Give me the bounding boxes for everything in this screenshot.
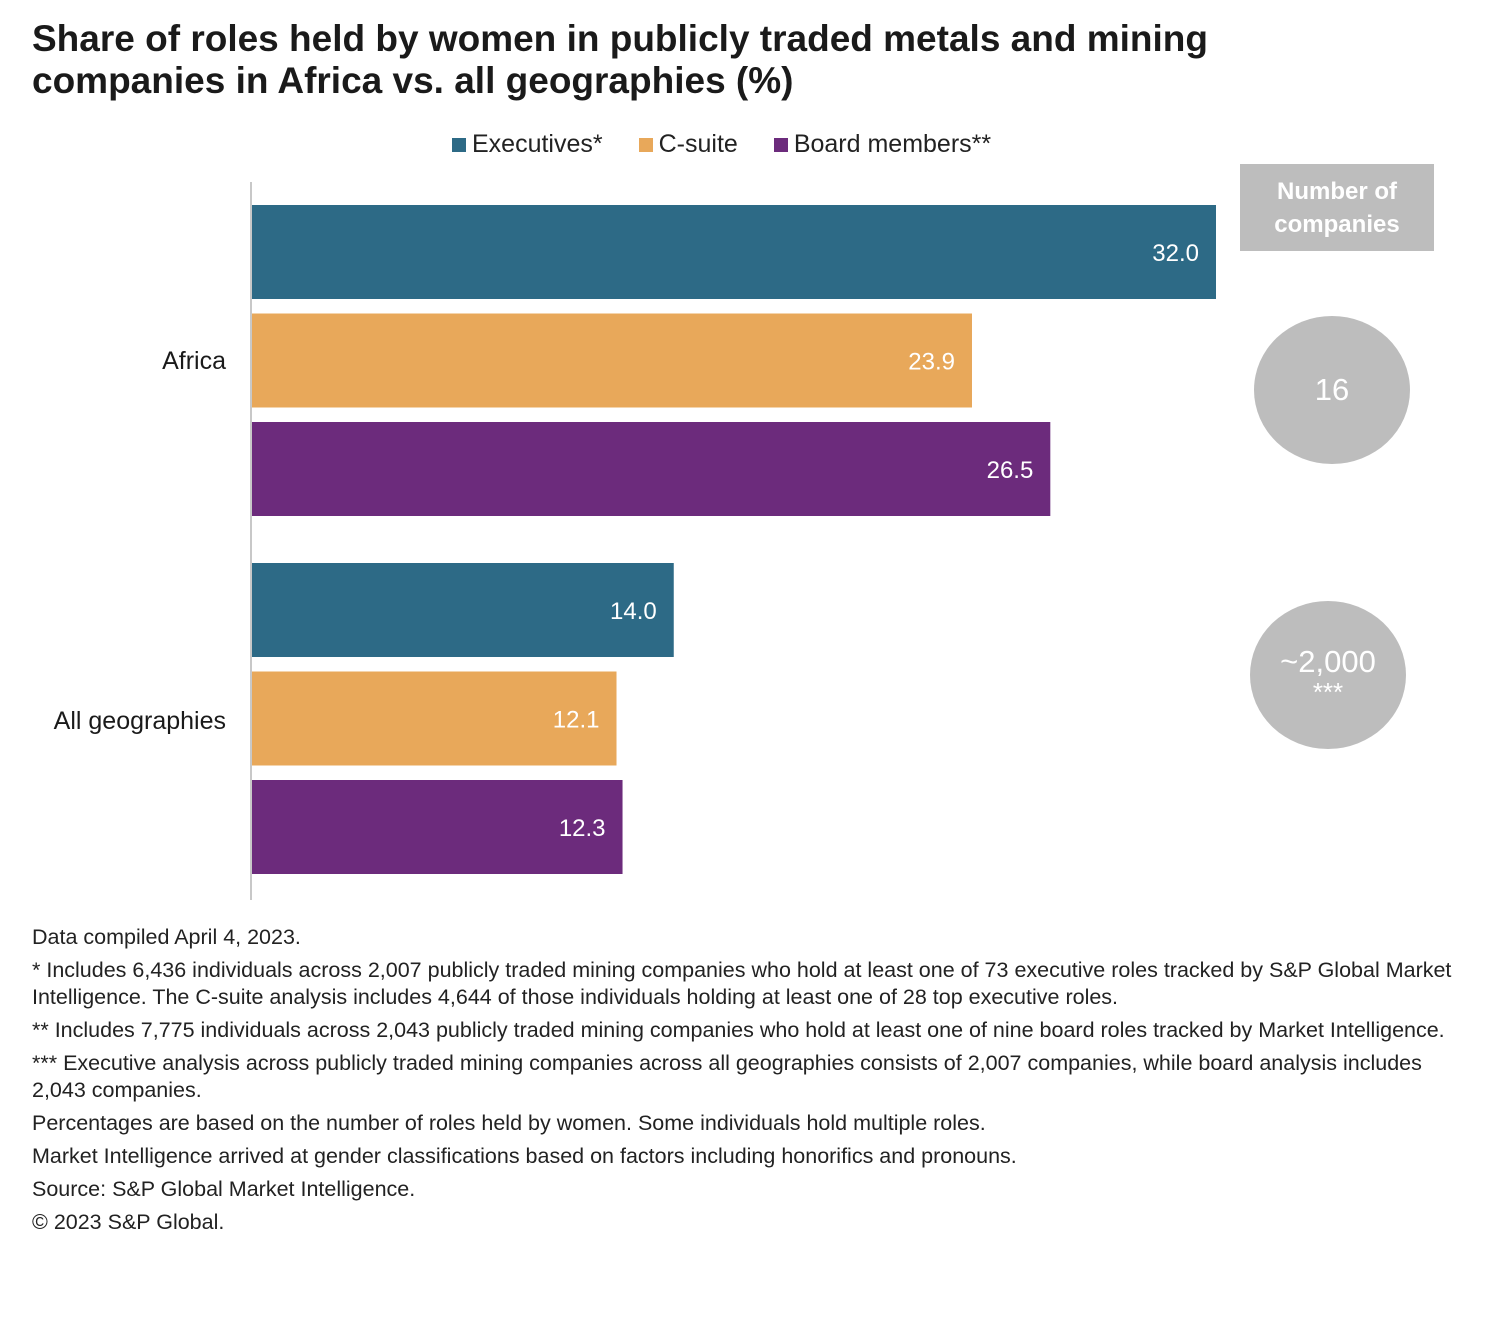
legend: Executives* C-suite Board members**: [452, 130, 991, 159]
bar-all-geographies-c-suite: [252, 671, 617, 766]
category-label-all-geographies: All geographies: [54, 707, 226, 735]
bar-all-geographies-executives: [252, 563, 674, 657]
category-label-africa: Africa: [162, 347, 226, 375]
all-geographies-company-count-circle: ~2,000 ***: [1250, 601, 1406, 749]
value-label-all-geographies-board-members: 12.3: [559, 815, 606, 842]
footnote-executives: * Includes 6,436 individuals across 2,00…: [32, 958, 1452, 1009]
value-label-africa-board-members: 26.5: [987, 457, 1034, 484]
count-header-line-2: companies: [1274, 210, 1400, 238]
bar-chart: Africa 32.0 23.9 26.5 All geographies 14.0 12.…: [54, 182, 1216, 900]
chart-title-line-2: companies in Africa vs. all geographies …: [32, 60, 794, 101]
legend-item-board-members: Board members**: [773, 130, 992, 159]
footnotes: Data compiled April 4, 2023. * Includes …: [32, 924, 1462, 1242]
count-header-line-1: Number of: [1277, 177, 1397, 205]
legend-item-c-suite: C-suite: [638, 130, 738, 159]
number-of-companies-header: Number of companies: [1240, 164, 1434, 251]
footnote-date: Data compiled April 4, 2023.: [32, 925, 301, 949]
africa-company-count-circle: 16: [1254, 316, 1410, 464]
bar-africa-executives: [252, 205, 1216, 299]
footnote-percentages: Percentages are based on the number of r…: [32, 1111, 986, 1135]
all-geographies-company-count: ~2,000: [1280, 644, 1376, 679]
legend-label-executives: Executives*: [472, 130, 603, 158]
bar-africa-c-suite: [252, 313, 972, 408]
legend-swatch-board-members: [773, 137, 788, 152]
footnote-board-members: ** Includes 7,775 individuals across 2,0…: [32, 1018, 1445, 1042]
chart-title-line-1: Share of roles held by women in publicly…: [32, 18, 1208, 59]
legend-swatch-c-suite: [638, 137, 653, 152]
footnote-company-counts: *** Executive analysis across publicly t…: [32, 1051, 1422, 1102]
bar-all-geographies-board-members: [252, 780, 623, 874]
africa-company-count: 16: [1314, 372, 1350, 407]
legend-label-board-members: Board members**: [793, 130, 992, 158]
all-geographies-count-note: ***: [1312, 677, 1344, 707]
footnote-gender-classification: Market Intelligence arrived at gender cl…: [32, 1144, 1017, 1168]
legend-label-c-suite: C-suite: [658, 130, 738, 158]
bar-africa-board-members: [252, 422, 1051, 516]
value-label-all-geographies-executives: 14.0: [610, 598, 657, 625]
chart-title: Share of roles held by women in publicly…: [32, 18, 1332, 102]
footnote-source: Source: S&P Global Market Intelligence.: [32, 1177, 416, 1201]
legend-item-executives: Executives*: [452, 130, 603, 159]
footnote-copyright: © 2023 S&P Global.: [32, 1210, 225, 1234]
value-label-all-geographies-c-suite: 12.1: [553, 707, 600, 734]
legend-swatch-executives: [452, 137, 466, 152]
value-label-africa-executives: 32.0: [1152, 240, 1199, 267]
value-label-africa-c-suite: 23.9: [908, 349, 955, 376]
